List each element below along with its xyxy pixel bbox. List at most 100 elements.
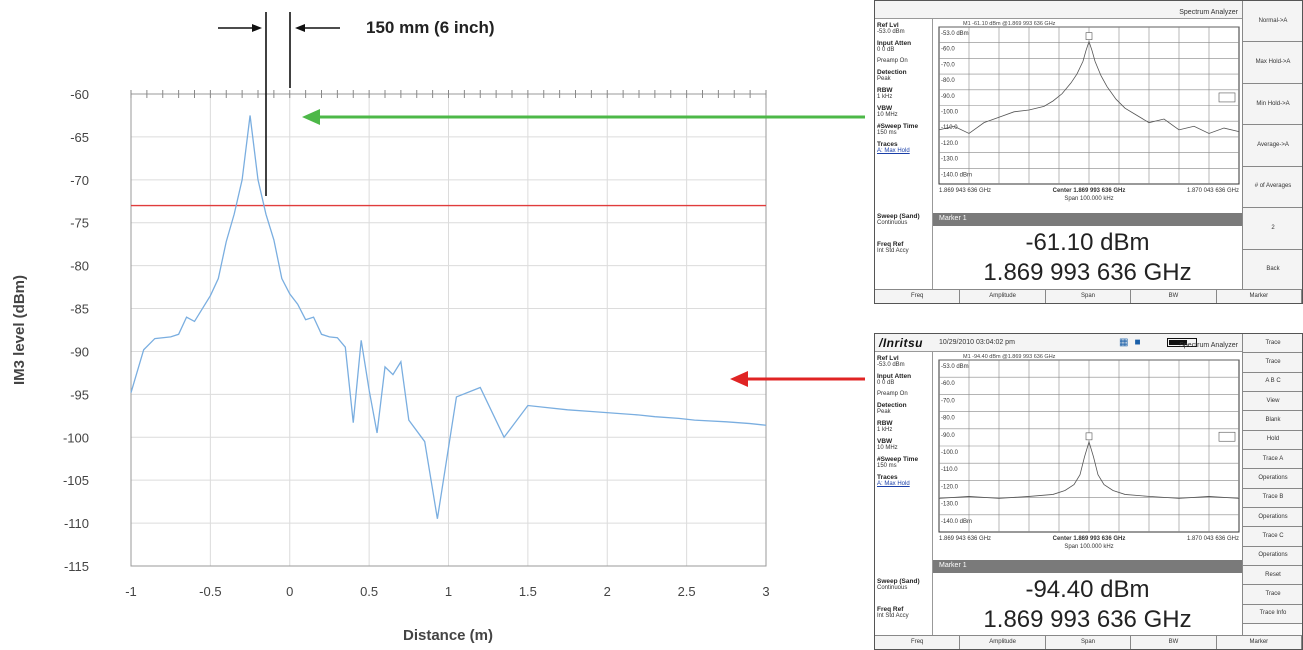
- parameter-4: RBW 1 kHz: [877, 420, 930, 434]
- soft-key-1[interactable]: Trace: [1243, 353, 1302, 373]
- parameter-label: Sweep (Sand): [877, 578, 920, 585]
- parameter-value: A: Max Hold: [877, 481, 910, 487]
- menu-tab-bw[interactable]: BW: [1131, 636, 1217, 649]
- x-tick-labels: -1 -0.5 0 0.5 1 1.5 2 2.5 3: [125, 584, 769, 599]
- x-tick-label: 0.5: [360, 584, 378, 599]
- parameter-value: A: Max Hold: [877, 148, 910, 154]
- spectrum-y-tick-label: -100.0: [941, 450, 959, 456]
- soft-key-6[interactable]: Trace A: [1243, 450, 1302, 470]
- parameter-value: 150 ms: [877, 463, 897, 469]
- soft-key-14[interactable]: Trace Info: [1243, 604, 1302, 624]
- marker-bar: Marker 1: [933, 560, 1242, 573]
- x-tick-label: 1.5: [519, 584, 537, 599]
- soft-key-label: Trace C: [1262, 532, 1284, 539]
- spectrum-y-tick-label: -140.0 dBm: [941, 519, 972, 525]
- y-tick-label: -105: [63, 473, 89, 488]
- x-stop-label: 1.870 043 636 GHz: [1187, 536, 1239, 542]
- spectrum-y-tick-label: -110.0: [941, 467, 958, 473]
- parameter-value: Preamp On: [877, 391, 908, 397]
- parameter-label: Sweep (Sand): [877, 213, 920, 220]
- parameter-label: Ref Lvl: [877, 22, 899, 29]
- soft-key-13[interactable]: Trace: [1243, 585, 1302, 605]
- parameter-label: Ref Lvl: [877, 355, 899, 362]
- soft-key-0[interactable]: Normal->A: [1243, 1, 1302, 43]
- menu-tab-freq[interactable]: Freq: [875, 636, 961, 649]
- soft-key-8[interactable]: Trace B: [1243, 488, 1302, 508]
- y-axis-label: IM3 level (dBm): [11, 275, 28, 385]
- soft-key-2[interactable]: A B C: [1243, 372, 1302, 392]
- lower-parameter: Freq Ref Int Std Accy: [877, 241, 920, 255]
- soft-key-4[interactable]: # of Averages: [1243, 166, 1302, 209]
- marker-flag: [1085, 32, 1093, 40]
- x-center-label: Center 1.869 993 636 GHz: [1053, 188, 1126, 194]
- menu-tab-amplitude[interactable]: Amplitude: [960, 636, 1046, 649]
- soft-key-0[interactable]: Trace: [1243, 334, 1302, 354]
- soft-key-1[interactable]: Max Hold->A: [1243, 42, 1302, 84]
- im3-series-line: [130, 115, 767, 519]
- analyzer-header: Spectrum Analyzer: [875, 1, 1242, 19]
- spectrum-y-tick-label: -120.0: [941, 484, 959, 490]
- menu-tab-marker[interactable]: Marker: [1217, 636, 1302, 649]
- menu-tab-bw[interactable]: BW: [1131, 290, 1217, 303]
- x-tick-label: 0: [286, 584, 293, 599]
- parameter-value: -53.0 dBm: [877, 29, 905, 35]
- battery-icon: [1167, 338, 1197, 347]
- soft-key-7[interactable]: Operations: [1243, 469, 1302, 489]
- parameter-label: VBW: [877, 105, 893, 112]
- y-tick-label: -100: [63, 430, 89, 445]
- soft-key-4[interactable]: Blank: [1243, 411, 1302, 431]
- x-start-label: 1.869 943 636 GHz: [939, 188, 991, 194]
- analyzer-mode: Spectrum Analyzer: [1179, 9, 1238, 16]
- menu-tab-freq[interactable]: Freq: [875, 290, 961, 303]
- soft-key-12[interactable]: Reset: [1243, 566, 1302, 586]
- menu-tab-marker[interactable]: Marker: [1217, 290, 1302, 303]
- y-tick-label: -90: [70, 344, 89, 359]
- spectrum-y-tick-label: -90.0: [941, 94, 955, 100]
- menu-tab-span[interactable]: Span: [1046, 636, 1132, 649]
- spectrum-trace: [938, 440, 1240, 499]
- parameter-4: RBW 1 kHz: [877, 87, 930, 101]
- spectrum-y-tick-label: -53.0 dBm: [941, 364, 969, 370]
- marker-delta-box: [1218, 92, 1236, 103]
- soft-key-label: Operations: [1258, 513, 1288, 520]
- parameter-value: 150 ms: [877, 130, 897, 136]
- soft-key-5[interactable]: 2: [1243, 208, 1302, 250]
- parameter-label: Input Atten: [877, 40, 912, 47]
- parameter-1: Input Atten 0 0 dB: [877, 40, 930, 54]
- x-tick-label: 3: [762, 584, 769, 599]
- parameter-6: #Sweep Time 150 ms: [877, 456, 930, 470]
- save-camera-icon: ▦■: [1119, 337, 1147, 348]
- span-label: Span 100.000 kHz: [1064, 544, 1113, 550]
- soft-key-label: # of Averages: [1254, 183, 1292, 190]
- chart-grid: [130, 93, 767, 567]
- soft-key-9[interactable]: Operations: [1243, 508, 1302, 528]
- parameter-0: Ref Lvl -53.0 dBm: [877, 355, 930, 369]
- parameter-5: VBW 10 MHz: [877, 438, 930, 452]
- soft-key-6[interactable]: Back: [1243, 249, 1302, 291]
- soft-key-3[interactable]: Average->A: [1243, 125, 1302, 167]
- y-tick-label: -115: [64, 559, 89, 574]
- x-tick-label: 1: [445, 584, 452, 599]
- spectrum-y-tick-label: -140.0 dBm: [941, 172, 972, 178]
- soft-key-label: Reset: [1265, 571, 1281, 578]
- soft-key-label: Trace: [1265, 358, 1281, 365]
- soft-key-5[interactable]: Hold: [1243, 430, 1302, 450]
- soft-key-10[interactable]: Trace C: [1243, 527, 1302, 547]
- parameter-label: Input Atten: [877, 373, 912, 380]
- menu-tab-span[interactable]: Span: [1046, 290, 1132, 303]
- y-tick-label: -65: [70, 130, 89, 145]
- x-center-label: Center 1.869 993 636 GHz: [1053, 536, 1126, 542]
- soft-key-label: Operations: [1258, 552, 1288, 559]
- x-axis-label: Distance (m): [403, 627, 493, 644]
- soft-key-label: Trace: [1265, 339, 1281, 346]
- marker-meta: M1 -61.10 dBm @1.869 993 636 GHz: [963, 21, 1056, 27]
- soft-key-2[interactable]: Min Hold->A: [1243, 83, 1302, 126]
- parameter-value: -53.0 dBm: [877, 362, 905, 368]
- analyzer-mode: Spectrum Analyzer: [1179, 342, 1238, 349]
- marker-frequency-readout: 1.869 993 636 GHz: [983, 259, 1192, 286]
- soft-key-11[interactable]: Operations: [1243, 546, 1302, 566]
- menu-tab-amplitude[interactable]: Amplitude: [960, 290, 1046, 303]
- lower-parameter: Freq Ref Int Std Accy: [877, 606, 920, 620]
- parameter-0: Ref Lvl -53.0 dBm: [877, 22, 930, 36]
- soft-key-3[interactable]: View: [1243, 392, 1302, 412]
